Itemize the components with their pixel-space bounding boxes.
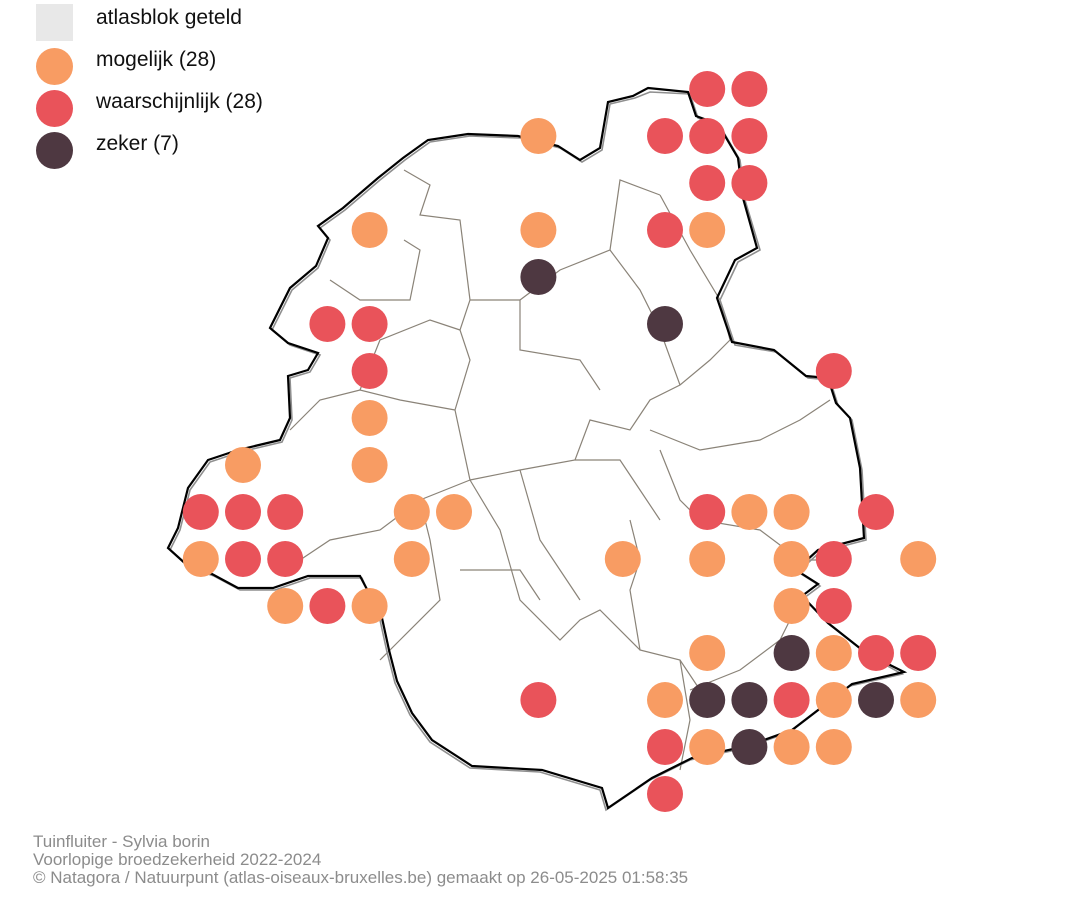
observation-dot-waarschijnlijk <box>900 635 937 671</box>
observation-dot-mogelijk <box>815 635 852 671</box>
observation-dot-zeker <box>520 259 557 295</box>
observation-dot-mogelijk <box>815 729 852 765</box>
observation-dot-waarschijnlijk <box>815 588 852 624</box>
observation-dot-waarschijnlijk <box>731 71 768 107</box>
observation-dot-zeker <box>731 729 768 765</box>
legend-swatch-certain <box>36 132 73 169</box>
observation-dot-mogelijk <box>689 729 726 765</box>
observation-dot-mogelijk <box>393 494 430 530</box>
observation-dot-mogelijk <box>773 494 810 530</box>
credits: Tuinfluiter - Sylvia borin Voorlopige br… <box>33 833 688 887</box>
observation-dot-mogelijk <box>689 541 726 577</box>
observation-dot-mogelijk <box>520 212 557 248</box>
observation-dot-mogelijk <box>351 212 388 248</box>
observation-dot-waarschijnlijk <box>858 494 894 530</box>
observation-dot-mogelijk <box>393 541 430 577</box>
observation-dot-mogelijk <box>689 635 726 671</box>
observation-dot-mogelijk <box>436 494 472 530</box>
observation-dot-mogelijk <box>900 682 937 718</box>
observation-dot-zeker <box>647 306 683 342</box>
legend-swatch-probable <box>36 90 73 127</box>
map-subtitle: Voorlopige broedzekerheid 2022-2024 <box>33 850 322 869</box>
copyright-line: © Natagora / Natuurpunt (atlas-oiseaux-b… <box>33 868 689 887</box>
observation-dot-mogelijk <box>182 541 219 577</box>
legend-swatch-possible <box>36 48 73 85</box>
observation-dot-waarschijnlijk <box>815 541 852 577</box>
legend-label: zeker (7) <box>96 132 179 155</box>
legend-label: atlasblok geteld <box>96 6 242 29</box>
observation-dot-waarschijnlijk <box>731 165 768 201</box>
observation-dot-waarschijnlijk <box>815 353 852 389</box>
observation-dot-waarschijnlijk <box>689 71 726 107</box>
observation-dot-mogelijk <box>351 588 388 624</box>
legend-swatch-counted <box>36 4 73 41</box>
observation-dot-waarschijnlijk <box>267 494 304 530</box>
observation-dot-waarschijnlijk <box>225 541 261 577</box>
observation-dot-waarschijnlijk <box>689 118 726 154</box>
observation-dot-mogelijk <box>773 541 810 577</box>
observation-dot-waarschijnlijk <box>647 729 683 765</box>
observation-dot-mogelijk <box>773 588 810 624</box>
observation-dot-mogelijk <box>689 212 726 248</box>
observation-dot-zeker <box>731 682 768 718</box>
observation-dot-waarschijnlijk <box>225 494 261 530</box>
observation-dot-waarschijnlijk <box>309 588 346 624</box>
observation-dot-waarschijnlijk <box>689 165 726 201</box>
species-name: Tuinfluiter - Sylvia borin <box>33 832 210 851</box>
observation-dot-mogelijk <box>225 447 261 483</box>
observation-dot-waarschijnlijk <box>351 306 388 342</box>
observation-dot-mogelijk <box>815 682 852 718</box>
legend-label: mogelijk (28) <box>96 48 217 71</box>
observation-dot-mogelijk <box>647 682 683 718</box>
observation-dot-waarschijnlijk <box>182 494 219 530</box>
observation-dot-mogelijk <box>267 588 304 624</box>
observation-dot-mogelijk <box>900 541 937 577</box>
observation-dot-waarschijnlijk <box>647 118 683 154</box>
observation-dot-mogelijk <box>351 400 388 436</box>
observation-dot-waarschijnlijk <box>309 306 346 342</box>
observation-dot-mogelijk <box>773 729 810 765</box>
observation-dot-zeker <box>773 635 810 671</box>
observation-dot-waarschijnlijk <box>647 212 683 248</box>
observation-dot-zeker <box>858 682 894 718</box>
observation-dot-waarschijnlijk <box>520 682 557 718</box>
observation-dot-waarschijnlijk <box>858 635 894 671</box>
observation-dot-waarschijnlijk <box>689 494 726 530</box>
observation-dot-waarschijnlijk <box>731 118 768 154</box>
observation-dot-mogelijk <box>731 494 768 530</box>
observation-dot-mogelijk <box>520 118 557 154</box>
observation-dot-zeker <box>689 682 726 718</box>
observation-dot-waarschijnlijk <box>773 682 810 718</box>
observation-dot-waarschijnlijk <box>267 541 304 577</box>
legend-label: waarschijnlijk (28) <box>96 90 263 113</box>
observation-dot-waarschijnlijk <box>647 776 683 812</box>
observation-dots <box>182 71 937 812</box>
observation-dot-mogelijk <box>604 541 641 577</box>
observation-dot-waarschijnlijk <box>351 353 388 389</box>
observation-dot-mogelijk <box>351 447 388 483</box>
